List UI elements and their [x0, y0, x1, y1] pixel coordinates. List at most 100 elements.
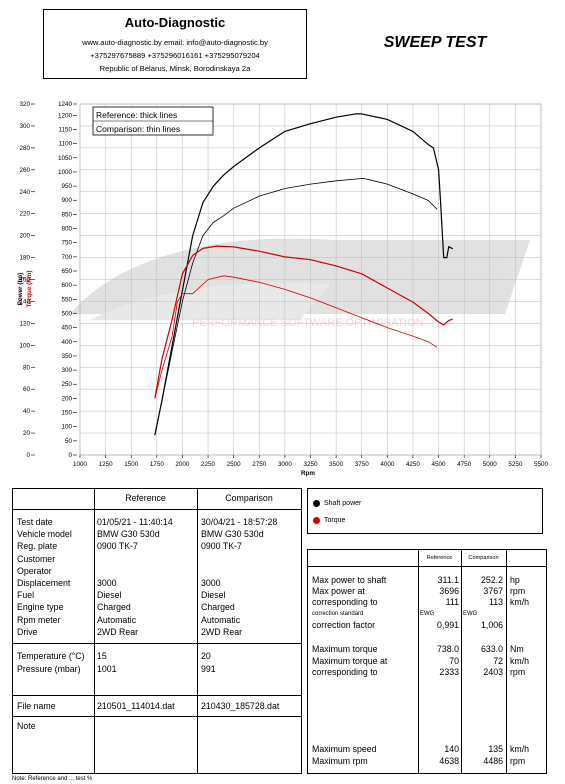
info-label: Customer: [17, 553, 56, 564]
res-col-comparison: Comparison: [468, 555, 499, 561]
torque-tick-label: 600: [61, 282, 72, 289]
x-tick-label: 3000: [278, 461, 293, 468]
x-tick-label: 1000: [73, 461, 88, 468]
torque-tick-label: 1100: [58, 141, 72, 148]
result-ref: 2333: [439, 667, 459, 677]
torque-tick-label: 0: [68, 452, 72, 459]
power-axis-label: Power (hp): [17, 273, 24, 306]
info-cmp: 991: [201, 664, 216, 674]
result-cmp: EWG: [463, 611, 478, 617]
result-label: Max power at: [312, 586, 365, 596]
power-axis: 0 20 40 60 80 100 120 140 160 180 200 220 240 260 280 3…: [19, 101, 35, 459]
info-ref: 15: [97, 651, 107, 661]
info-label: Drive: [17, 626, 38, 637]
torque-tick-label: 850: [61, 211, 72, 218]
torque-tick-label: 550: [61, 296, 72, 303]
info-cmp: Automatic: [201, 614, 241, 625]
company-phones: +375297675889 +375296016161 +37529507920…: [90, 51, 260, 60]
chart-grid: [79, 103, 542, 456]
result-cmp: 72: [493, 656, 503, 666]
shaft-power-marker: [313, 500, 320, 507]
res-col-reference: Reference: [426, 555, 453, 561]
result-ref: 0,991: [436, 620, 459, 630]
x-tick-label: 2000: [175, 461, 190, 468]
company-header: Auto-Diagnostic www.auto-diagnostic.by e…: [43, 9, 307, 79]
torque-tick-label: 200: [61, 395, 72, 402]
torque-tick-label: 650: [61, 268, 72, 275]
info-label: Fuel: [17, 590, 35, 601]
result-label: correction factor: [312, 620, 376, 630]
info-cmp: 0900 TK-7: [201, 541, 242, 552]
result-label: Maximum speed: [312, 744, 377, 754]
torque-tick-label: 400: [61, 339, 72, 346]
torque-tick-label: 750: [61, 240, 72, 247]
torque-axis-label: Torque (Nm): [26, 271, 33, 308]
info-cmp: 2WD Rear: [201, 626, 243, 637]
power-tick-label: 260: [19, 167, 30, 174]
result-cmp: 633.0: [480, 644, 503, 654]
curves: [154, 113, 453, 436]
info-ref: 1001: [97, 664, 117, 674]
annotation-comparison: Comparison: thin lines: [96, 124, 180, 134]
x-tick-label: 5500: [534, 461, 549, 468]
torque-tick-label: 250: [61, 381, 72, 388]
x-tick-label: 3500: [329, 461, 344, 468]
company-contacts: www.auto-diagnostic.by email: info@auto-…: [82, 38, 268, 47]
x-tick-label: 5000: [483, 461, 498, 468]
result-cmp: 4486: [483, 756, 503, 766]
info-ref: Automatic: [97, 614, 137, 625]
torque-tick-label: 950: [61, 183, 72, 190]
x-tick-label: 2250: [201, 461, 216, 468]
torque-tick-label: 1050: [58, 155, 73, 162]
torque-tick-label: 700: [61, 254, 72, 261]
company-address: Republic of Belarus, Minsk, Borodinskaya…: [99, 64, 251, 73]
result-cmp: 113: [488, 597, 503, 607]
x-tick-label: 3750: [355, 461, 370, 468]
result-unit: km/h: [510, 744, 530, 754]
result-unit: km/h: [510, 656, 530, 666]
torque-marker: [313, 517, 320, 524]
result-label: Max power to shaft: [312, 575, 387, 585]
result-label: corresponding to: [312, 597, 378, 607]
x-axis: 1000 1250 1500 1750 2000 2250 2500 2750 3000 3250…: [73, 455, 549, 468]
torque-tick-label: 1240: [58, 101, 73, 108]
info-ref: 01/05/21 - 11:40:14: [97, 517, 173, 527]
result-label: correction standard: [312, 611, 364, 617]
power-tick-label: 240: [19, 189, 30, 196]
info-ref: 2WD Rear: [97, 626, 139, 637]
x-tick-label: 2500: [227, 461, 242, 468]
info-cmp: Diesel: [201, 590, 226, 601]
info-ref: 3000: [97, 578, 117, 588]
power-curve-thick: [154, 113, 453, 436]
info-ref: 0900 TK-7: [97, 541, 138, 552]
power-tick-label: 300: [19, 123, 30, 130]
torque-tick-label: 150: [61, 410, 72, 417]
torque-axis: 0 50 100 150 200 250 300 350 400 450 500 550 600 650 7…: [58, 101, 77, 459]
company-name: Auto-Diagnostic: [124, 15, 226, 30]
info-table: Reference Comparison File name 210501_11…: [12, 488, 302, 774]
result-ref: 70: [449, 656, 459, 666]
result-ref: EWG: [420, 611, 435, 617]
power-tick-label: 40: [23, 408, 31, 415]
x-tick-label: 1750: [150, 461, 165, 468]
result-ref: 140: [444, 744, 459, 754]
info-label: Displacement: [17, 578, 71, 588]
power-tick-label: 160: [19, 277, 30, 284]
power-tick-label: 180: [19, 255, 30, 262]
info-label: Engine type: [17, 602, 64, 613]
x-tick-label: 5250: [508, 461, 523, 468]
info-label: Test date: [17, 517, 53, 527]
file-cmp: 210430_185728.dat: [201, 701, 280, 711]
power-tick-label: 280: [19, 145, 30, 152]
result-ref: 3696: [439, 586, 459, 596]
legend: Shaft power Torque: [307, 488, 543, 534]
col-reference: Reference: [125, 493, 166, 503]
x-tick-label: 4000: [380, 461, 395, 468]
result-unit: Nm: [510, 644, 524, 654]
result-cmp: 3767: [483, 586, 503, 596]
info-ref: Charged: [97, 602, 131, 613]
results-table: Reference Comparison Max power to shaft 3…: [307, 549, 547, 774]
x-axis-label: Rpm: [301, 470, 315, 477]
power-tick-label: 120: [19, 320, 30, 327]
torque-tick-label: 800: [61, 226, 72, 233]
